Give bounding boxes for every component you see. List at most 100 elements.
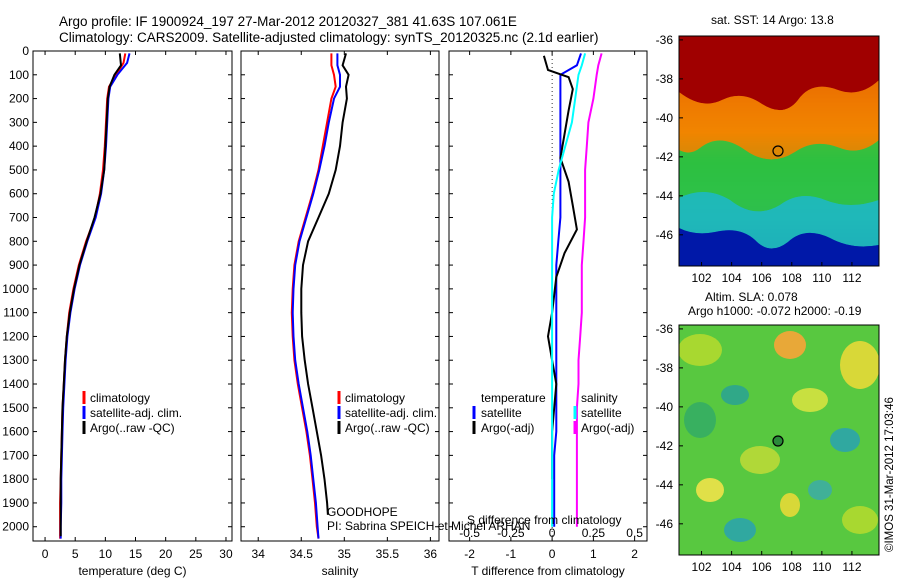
sst-map-frame <box>678 35 880 267</box>
x-tick-label: 110 <box>812 271 831 285</box>
y-tick-label: -46 <box>656 228 674 242</box>
header-line-1: Argo profile: IF 1900924_197 27-Mar-2012… <box>59 14 517 29</box>
sla-blob <box>740 446 780 474</box>
y-tick-label: -44 <box>656 189 674 203</box>
sst-cold-band <box>679 228 879 266</box>
y-tick-label: 1400 <box>2 377 29 391</box>
x-tick-label: 25 <box>189 547 203 561</box>
legend-label-climatology: climatology <box>345 391 405 405</box>
sla-blob <box>721 385 749 405</box>
sla-blob <box>830 428 860 452</box>
sst-warm-front <box>679 36 879 111</box>
sst-green-band <box>679 140 879 212</box>
x-axis-label: T difference from climatology <box>471 564 625 578</box>
x-tick-label: 36 <box>424 547 438 561</box>
sla-blob <box>679 334 722 366</box>
x2-tick-label: 0.25 <box>582 526 606 540</box>
legend-label-argo: Argo(..raw -QC) <box>90 421 175 435</box>
legend-label-t-satellite: satellite <box>481 406 522 420</box>
axes-frame <box>32 50 233 542</box>
y-tick-label: 1200 <box>2 329 29 343</box>
legend-label-s-satellite: satellite <box>581 406 622 420</box>
y-tick-label: 300 <box>9 115 29 129</box>
legend-label-t-argo: Argo(-adj) <box>481 421 534 435</box>
sla-blob <box>774 331 806 359</box>
s-difference-axis-label: S difference from climatology <box>467 513 622 527</box>
project-label: GOODHOPE <box>327 505 398 519</box>
sla-blob <box>840 341 879 389</box>
axes-frame <box>240 50 440 542</box>
y-tick-label: -46 <box>656 517 674 531</box>
sla-blob <box>842 506 878 534</box>
x-tick-label: 110 <box>812 560 831 574</box>
x-tick-label: -1 <box>506 547 517 561</box>
y-tick-label: 800 <box>9 234 29 248</box>
sla-map-axes: 102 104 106 108 110 112 -36 -38 -40 -42 -44 -46 <box>656 322 862 574</box>
x-tick-label: 0 <box>549 547 556 561</box>
y-tick-label: 500 <box>9 163 29 177</box>
series-line-t-argo-adj- <box>542 55 578 480</box>
x-tick-label: 15 <box>129 547 143 561</box>
sst-argo-marker <box>772 145 784 157</box>
x-tick-label: -2 <box>464 547 475 561</box>
legend-label-satellite: satellite-adj. clim. <box>90 406 182 420</box>
x-tick-label: 104 <box>722 560 742 574</box>
sla-map-title-2: Argo h1000: -0.072 h2000: -0.19 <box>688 304 862 318</box>
y-tick-label: 1800 <box>2 472 29 486</box>
x2-tick-label: 0.5 <box>626 526 643 540</box>
x-tick-label: 35.5 <box>376 547 400 561</box>
sla-blob <box>724 518 756 542</box>
legend-title-salinity: salinity <box>581 391 618 405</box>
y-tick-label: -44 <box>656 478 674 492</box>
legend-label-satellite: satellite-adj. clim. <box>345 406 437 420</box>
x-tick-label: 106 <box>752 560 772 574</box>
x-axis-label: salinity <box>322 564 359 578</box>
header-line-2: Climatology: CARS2009. Satellite-adjuste… <box>59 30 599 45</box>
y-tick-label: 1300 <box>2 353 29 367</box>
y-tick-label: -38 <box>656 361 674 375</box>
difference-profile-panel: -2 -1 0 1 2 -0.5 -0.25 0 0.25 0.5 T difference fro… <box>448 50 648 578</box>
y-tick-label: 200 <box>9 92 29 106</box>
y-tick-label: 1500 <box>2 401 29 415</box>
series-line-satellite-adj-clim- <box>59 53 131 539</box>
legend-label-s-argo: Argo(-adj) <box>581 421 634 435</box>
x2-tick-label: 0 <box>549 526 556 540</box>
y-tick-label: -40 <box>656 111 674 125</box>
y-tick-label: 100 <box>9 68 29 82</box>
x2-tick-label: -0.5 <box>459 526 480 540</box>
y-tick-label: 700 <box>9 211 29 225</box>
x2-tick-label: -0.25 <box>497 526 525 540</box>
sst-map-field <box>679 36 879 266</box>
x-tick-label: 112 <box>842 271 861 285</box>
x-axis-label: temperature (deg C) <box>78 564 186 578</box>
legend-title-temperature: temperature <box>481 391 546 405</box>
legend-label-argo: Argo(..raw -QC) <box>345 421 430 435</box>
x-tick-label: 102 <box>692 271 712 285</box>
y-tick-label: -42 <box>656 150 674 164</box>
x-tick-label: 108 <box>782 271 802 285</box>
y-tick-label: 0 <box>22 44 29 58</box>
series-line-climatology <box>59 53 127 539</box>
x-tick-label: 5 <box>72 547 79 561</box>
series-line-s-satellite <box>551 53 587 527</box>
x-tick-label: 0 <box>42 547 49 561</box>
x-tick-label: 102 <box>692 560 712 574</box>
series-line-satellite-adj-clim- <box>291 53 341 539</box>
y-tick-label: -42 <box>656 439 674 453</box>
x-tick-label: 1 <box>590 547 597 561</box>
sla-argo-marker <box>772 435 784 447</box>
y-tick-label: 1000 <box>2 282 29 296</box>
salinity-legend: climatology satellite-adj. clim. Argo(..… <box>337 391 437 435</box>
y-tick-label: 1600 <box>2 425 29 439</box>
x-tick-label: 20 <box>159 547 173 561</box>
y-tick-label: 600 <box>9 187 29 201</box>
imos-credit: ©IMOS 31-Mar-2012 17:03:46 <box>884 397 896 552</box>
temperature-profile-panel: 0100200300400500600700800900100011001200… <box>2 44 233 578</box>
y-tick-label: -38 <box>656 72 674 86</box>
pi-label: PI: Sabrina SPEICH et Michel ARHAN <box>327 519 530 533</box>
series-line-argo-raw-qc- <box>300 53 350 515</box>
x-tick-label: 108 <box>782 560 802 574</box>
x-tick-label: 106 <box>752 271 772 285</box>
x-tick-label: 30 <box>219 547 233 561</box>
